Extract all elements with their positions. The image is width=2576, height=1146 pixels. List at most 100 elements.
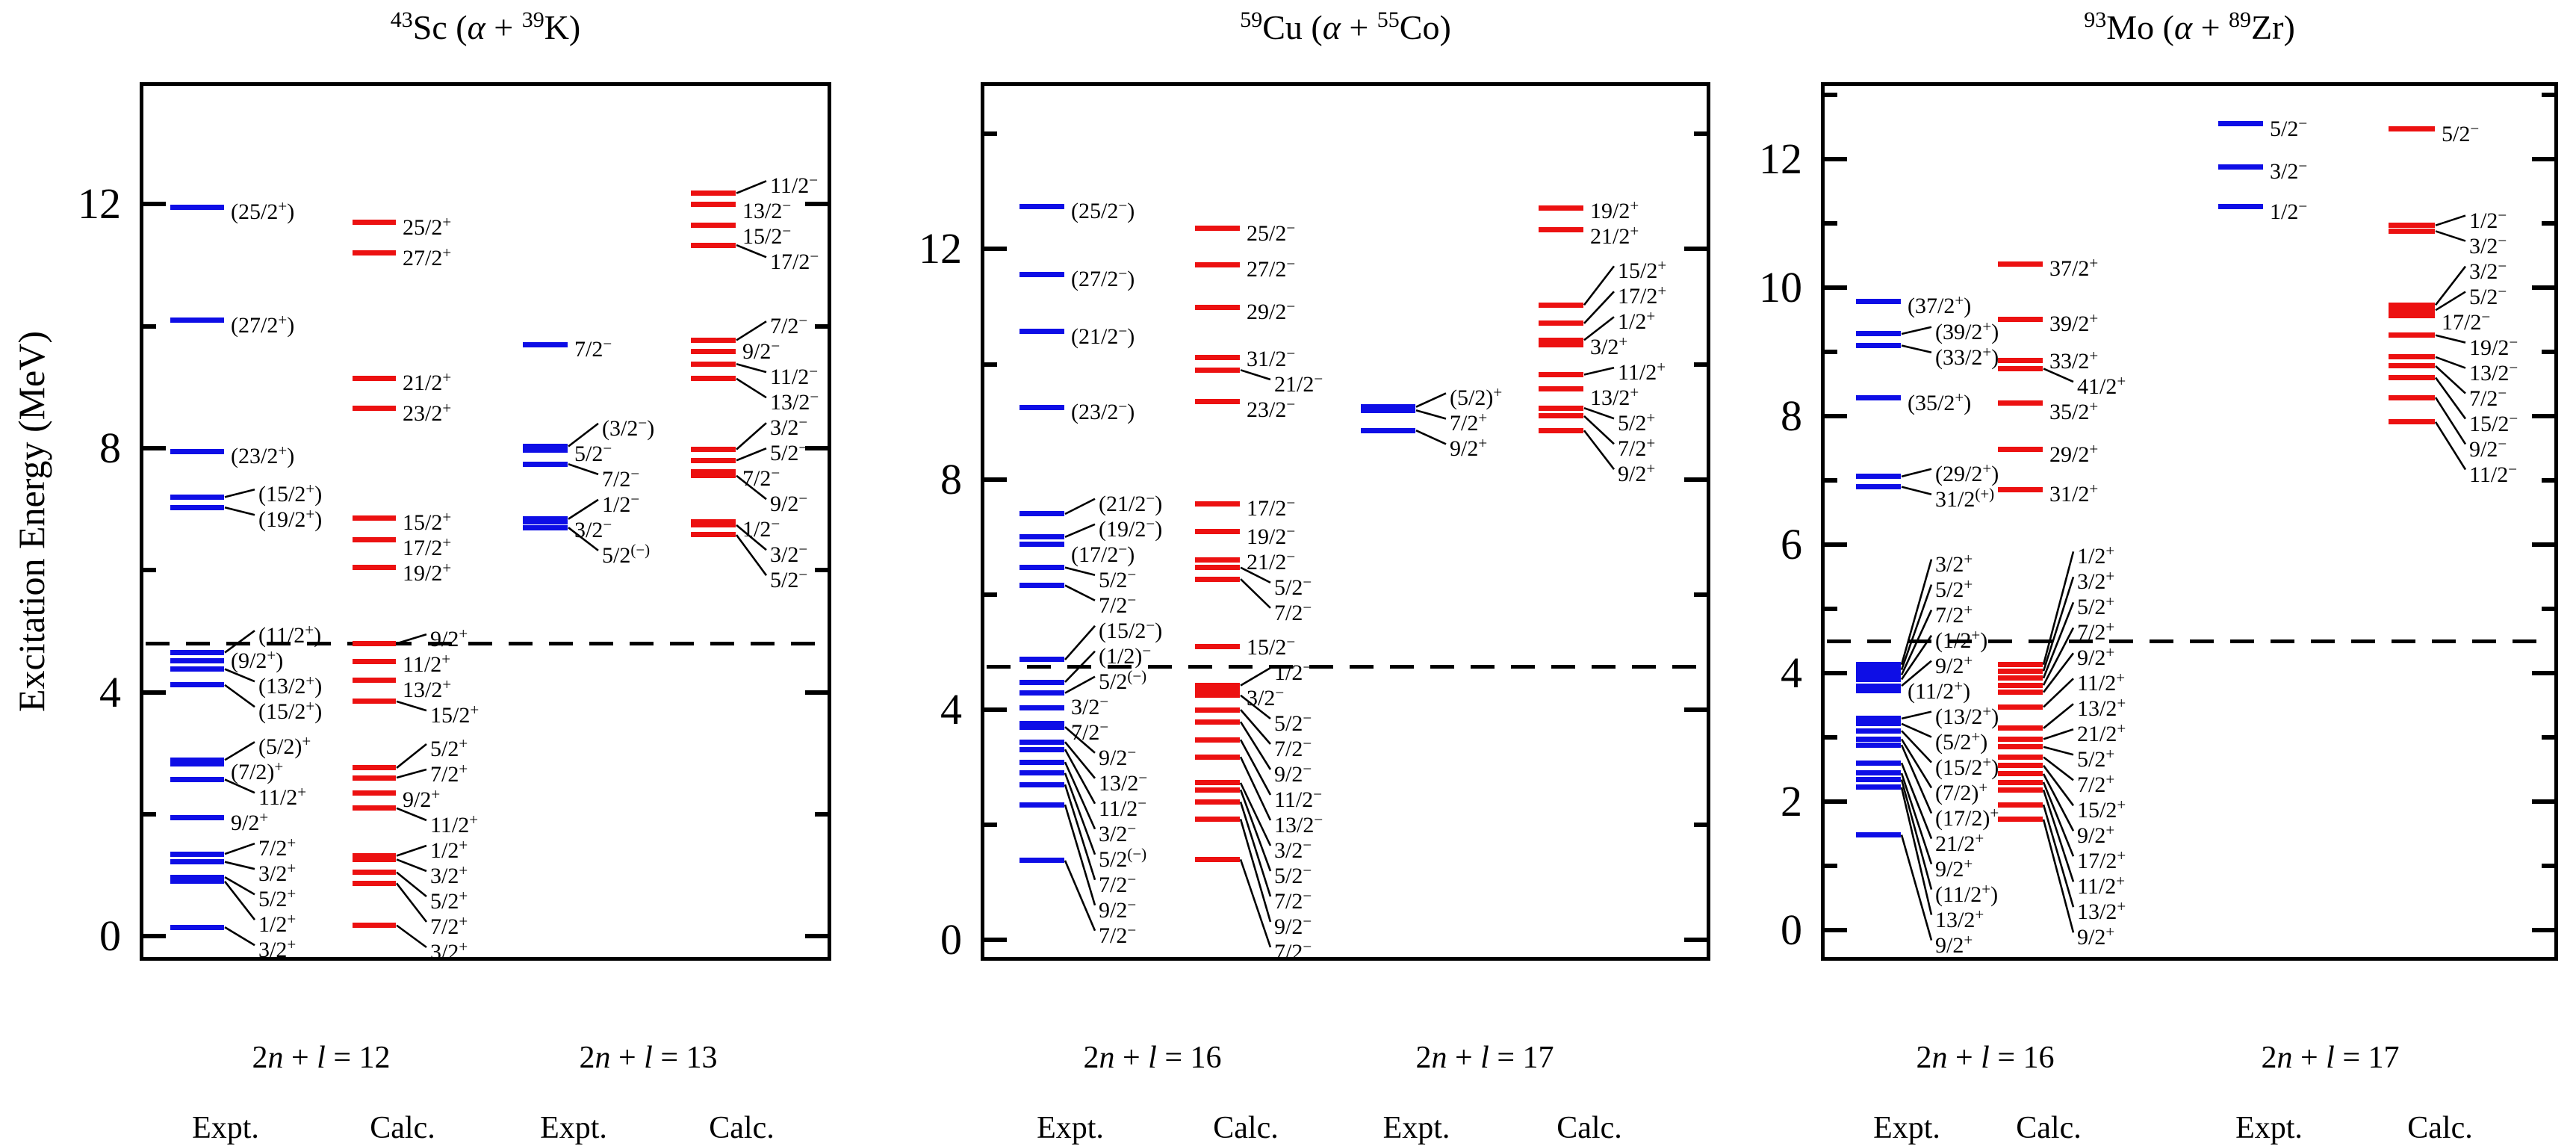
- y-axis-tick: [805, 934, 828, 939]
- group-label: 2n + l = 17: [1415, 1041, 1554, 1075]
- level-line: [1195, 816, 1240, 822]
- level-line: [1019, 759, 1064, 765]
- level-line: [170, 851, 224, 857]
- column-kind-label: Calc.: [1557, 1111, 1622, 1145]
- level-label: 5/2(−): [602, 540, 651, 568]
- y-axis-tick: [143, 690, 166, 695]
- group-label: 2n + l = 12: [252, 1041, 391, 1075]
- level-line: [1195, 707, 1240, 713]
- column-kind-label: Expt.: [540, 1111, 607, 1145]
- level-label: 5/2+: [430, 734, 468, 761]
- level-label: 7/2+: [1450, 409, 1488, 436]
- y-axis-title: Excitation Energy (MeV): [10, 330, 52, 713]
- y-axis-tick: [984, 823, 997, 828]
- level-label: 5/2−: [1274, 861, 1312, 888]
- level-label: 3/2−: [2469, 231, 2507, 258]
- level-label: 3/2−: [770, 413, 808, 441]
- level-label: 13/2−: [742, 196, 792, 224]
- level-line: [1019, 404, 1064, 410]
- level-line: [1539, 320, 1583, 326]
- level-label: (5/2)+: [1450, 383, 1503, 411]
- y-tick-label: 0: [1781, 905, 1802, 954]
- level-line: [523, 447, 568, 453]
- level-label: 23/2+: [403, 398, 452, 426]
- level-label: 5/2+: [430, 887, 468, 914]
- level-line: [2389, 363, 2435, 369]
- level-line: [2389, 394, 2435, 400]
- level-line: [2218, 121, 2263, 127]
- level-label: (27/2+): [231, 310, 295, 338]
- level-label: 3/2−: [1274, 836, 1312, 863]
- level-line: [1856, 760, 1901, 766]
- level-label: (23/2−): [1071, 397, 1135, 425]
- y-axis-tick: [2532, 414, 2554, 419]
- level-label: 3/2−: [770, 540, 808, 568]
- level-label: 3/2−: [1071, 692, 1109, 719]
- level-line: [1539, 226, 1583, 232]
- level-label: 25/2−: [1247, 218, 1296, 246]
- y-axis-tick: [815, 812, 828, 817]
- column-kind-label: Calc.: [370, 1111, 435, 1145]
- level-line: [1998, 725, 2043, 731]
- level-label: 9/2+: [430, 625, 468, 652]
- level-line: [1998, 787, 2043, 793]
- level-label: 5/2−: [770, 566, 808, 593]
- level-label: 5/2+: [1618, 409, 1656, 436]
- column-kind-label: Expt.: [2235, 1111, 2303, 1145]
- level-label: (11/2+): [258, 621, 322, 648]
- level-line: [691, 376, 736, 382]
- level-line: [170, 666, 224, 672]
- level-label: (5/2+): [1935, 727, 1988, 755]
- level-label: (35/2+): [1908, 388, 1972, 415]
- level-line: [1856, 716, 1901, 722]
- level-line: [353, 805, 396, 811]
- level-line: [1019, 329, 1064, 335]
- level-label: (17/2−): [1071, 539, 1135, 567]
- level-label: 5/2+: [2077, 592, 2115, 620]
- level-line: [1998, 744, 2043, 750]
- level-line: [353, 220, 396, 226]
- level-label: 5/2(−): [1099, 666, 1147, 694]
- y-axis-tick: [805, 446, 828, 450]
- level-line: [1998, 763, 2043, 769]
- level-line: [1998, 365, 2043, 371]
- level-label: 9/2+: [2077, 643, 2115, 671]
- level-label: 21/2+: [2077, 719, 2126, 747]
- level-label: (19/2−): [1099, 514, 1163, 542]
- column-kind-label: Expt.: [1382, 1111, 1450, 1145]
- level-line: [1019, 720, 1064, 726]
- level-label: 11/2+: [258, 783, 307, 811]
- level-line: [1856, 667, 1901, 673]
- y-axis-tick: [2542, 93, 2554, 98]
- level-label: 7/2+: [430, 912, 468, 939]
- level-label: 5/2+: [258, 885, 297, 912]
- level-label: 9/2−: [2469, 434, 2507, 462]
- y-axis-tick: [815, 568, 828, 573]
- level-line: [2389, 419, 2435, 425]
- level-line: [523, 444, 568, 450]
- level-line: [1195, 399, 1240, 405]
- level-line: [1539, 371, 1583, 377]
- level-line: [353, 659, 396, 665]
- level-line: [1019, 271, 1064, 277]
- plot-frame: [981, 82, 1710, 961]
- level-label: 17/2+: [2077, 846, 2126, 874]
- level-line: [2389, 374, 2435, 380]
- level-line: [1856, 331, 1901, 337]
- level-line: [1539, 337, 1583, 343]
- y-tick-label: 4: [1781, 648, 1802, 697]
- level-line: [1856, 832, 1901, 837]
- level-line: [1998, 357, 2043, 363]
- level-label: 5/2−: [1099, 565, 1137, 592]
- level-line: [1019, 511, 1064, 517]
- y-tick-label: 10: [1759, 263, 1802, 312]
- y-axis-tick: [1825, 606, 1837, 611]
- level-label: 1/2+: [1618, 307, 1656, 335]
- level-label: 41/2+: [2077, 372, 2126, 400]
- level-line: [1195, 304, 1240, 310]
- level-line: [1019, 746, 1064, 752]
- y-axis-tick: [1825, 542, 1847, 547]
- level-line: [1019, 705, 1064, 711]
- level-label: 1/2+: [258, 910, 297, 938]
- level-label: 15/2+: [1618, 256, 1667, 284]
